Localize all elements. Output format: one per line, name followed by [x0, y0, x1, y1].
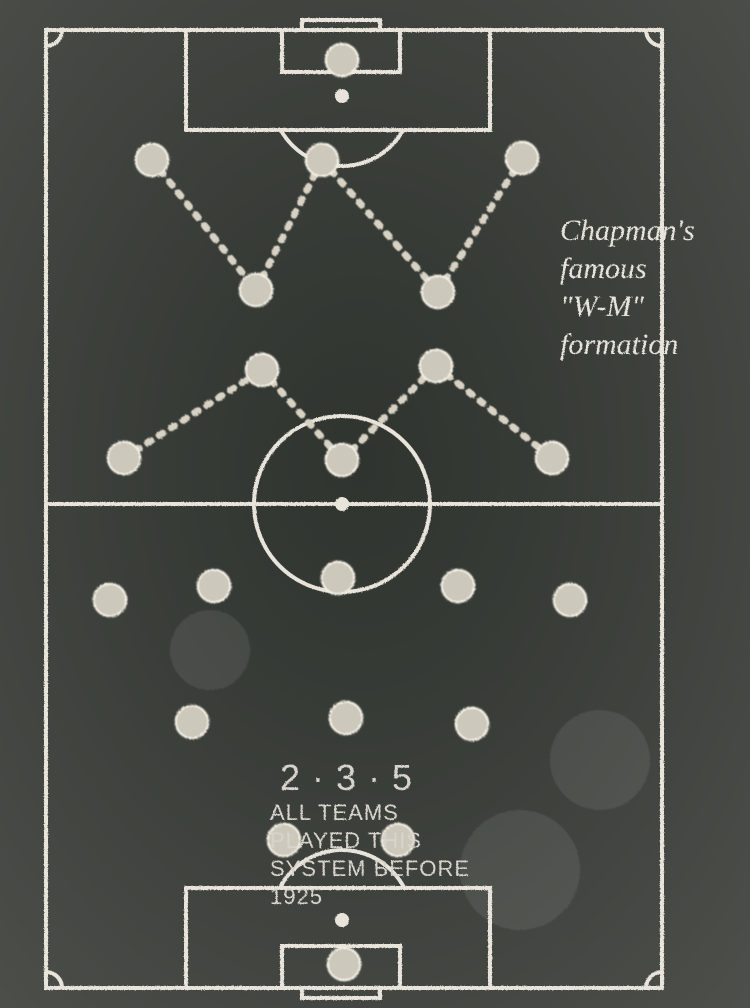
- chalkboard-diagram: Chapman'sfamous"W-M"formation 2 · 3 · 5 …: [0, 0, 750, 1008]
- annotation-wm-line: formation: [560, 328, 678, 361]
- player-top-t-d2: [304, 142, 340, 178]
- annotation-wm-line: famous: [560, 252, 647, 285]
- annotation-235-line: SYSTEM BEFORE: [270, 856, 470, 881]
- player-bottom-b-f2: [196, 568, 232, 604]
- player-bottom-b-f1: [92, 582, 128, 618]
- player-top-t-d3: [504, 140, 540, 176]
- player-top-t-m1: [238, 272, 274, 308]
- player-top-t-m2: [420, 274, 456, 310]
- annotation-235-title: 2 · 3 · 5: [280, 757, 413, 798]
- player-bottom-b-m3: [454, 706, 490, 742]
- annotation-235-line: ALL TEAMS: [270, 800, 399, 825]
- annotation-235-line: PLAYED THIS: [270, 828, 422, 853]
- player-bottom-b-f4: [440, 568, 476, 604]
- player-top-t-f4: [418, 348, 454, 384]
- player-bottom-b-gk: [326, 946, 362, 982]
- player-top-t-f2: [244, 352, 280, 388]
- player-bottom-b-f5: [552, 582, 588, 618]
- pitch-svg: Chapman'sfamous"W-M"formation 2 · 3 · 5 …: [0, 0, 750, 1008]
- annotation-wm-line: Chapman's: [560, 214, 695, 247]
- annotation-wm-line: "W-M": [560, 290, 644, 323]
- player-top-t-f5: [534, 440, 570, 476]
- player-top-t-f1: [106, 440, 142, 476]
- player-bottom-b-m2: [328, 700, 364, 736]
- player-top-t-d1: [134, 142, 170, 178]
- player-bottom-b-f3: [320, 560, 356, 596]
- player-top-t-gk: [324, 42, 360, 78]
- player-bottom-b-m1: [174, 704, 210, 740]
- annotation-235-line: 1925: [270, 884, 323, 909]
- player-top-t-f3: [324, 442, 360, 478]
